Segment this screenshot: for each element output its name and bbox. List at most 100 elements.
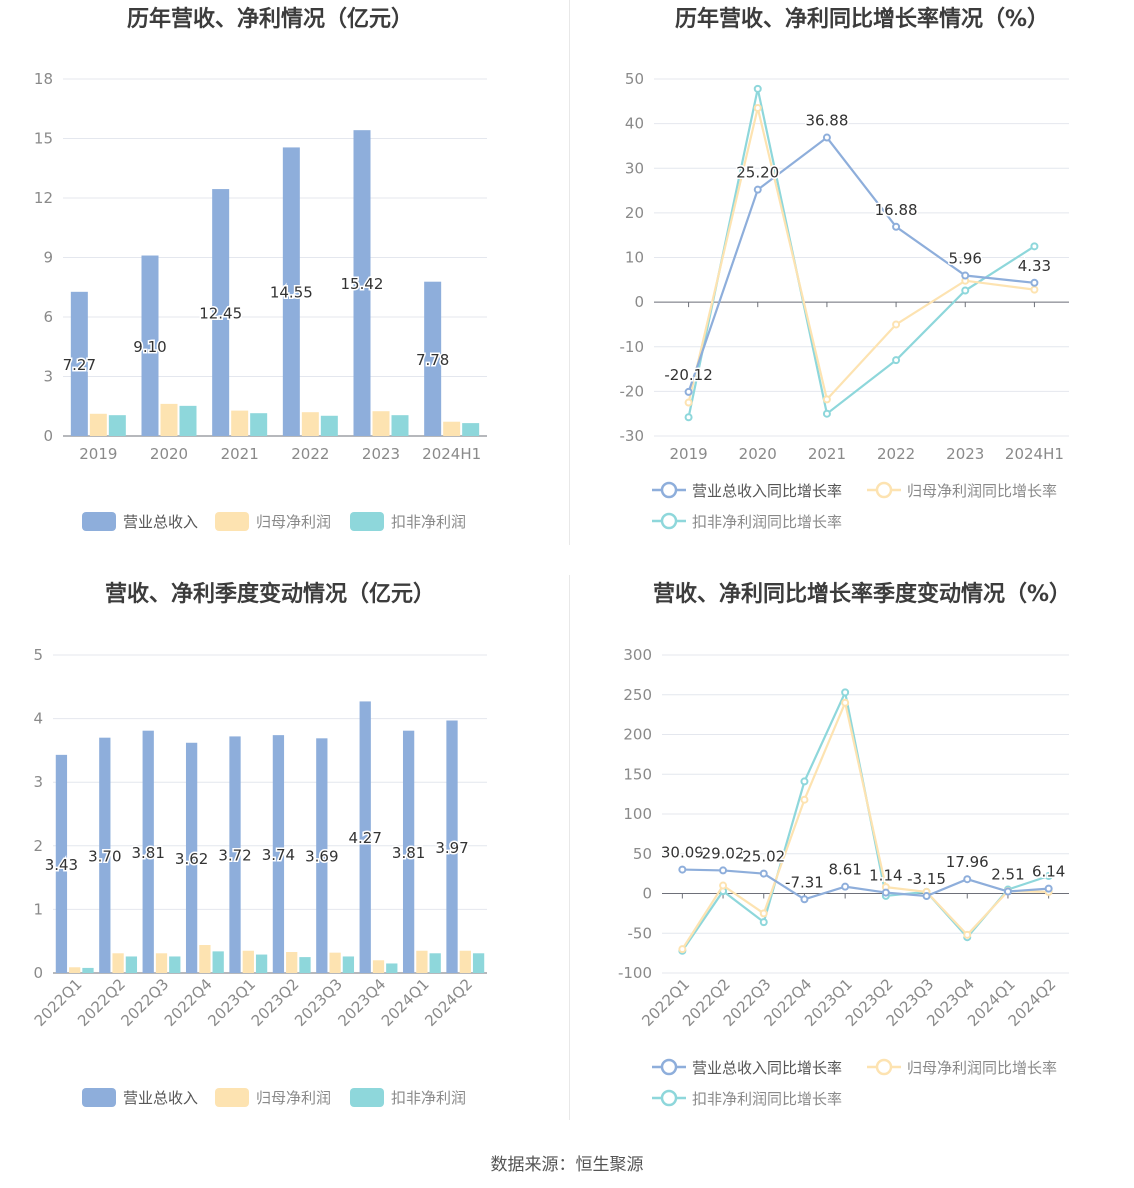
bar-net-profit (89, 413, 107, 436)
bar-deducted-profit (179, 405, 197, 436)
legend-label: 扣非净利润同比增长率 (692, 513, 842, 531)
bar-deducted-profit (250, 413, 268, 436)
bar-deducted-profit (255, 954, 268, 973)
y-tick-label: 50 (625, 70, 644, 88)
legend-marker (660, 1058, 678, 1076)
y-tick-label: 18 (34, 70, 53, 88)
series-point (1044, 884, 1053, 893)
y-tick-label: 30 (625, 159, 644, 177)
series-point (684, 398, 693, 407)
bar-net-profit (199, 945, 211, 973)
chart-title: 历年营收、净利情况（亿元） (127, 6, 413, 32)
series-point (892, 222, 901, 231)
legend-swatch (82, 512, 116, 531)
series-point (841, 688, 850, 697)
series-point (1030, 278, 1039, 287)
legend-label: 营业总收入同比增长率 (692, 1059, 842, 1077)
bar-net-profit (301, 412, 319, 436)
y-tick-label: 10 (625, 249, 644, 267)
y-tick-label: 0 (634, 293, 644, 311)
legend-label: 扣非净利润 (391, 1089, 466, 1107)
series-point (822, 133, 831, 142)
bar-deducted-profit (169, 956, 181, 973)
series-line-net-profit-growth (681, 699, 1049, 950)
y-tick-label: 9 (43, 249, 53, 267)
line-value-label: -3.15 (907, 870, 946, 888)
series-point (841, 882, 850, 891)
y-tick-label: 3 (43, 368, 53, 386)
bar-value-label: 14.55 (270, 284, 313, 302)
y-tick-label: -10 (620, 338, 645, 356)
bar-revenue (55, 754, 68, 973)
bar-value-label: 12.45 (199, 305, 242, 323)
bar-net-profit (443, 421, 461, 436)
bar-value-label: 4.27 (349, 829, 382, 847)
legend-swatch (215, 1088, 249, 1107)
line-value-label: 4.33 (1018, 257, 1051, 275)
bar-net-profit (372, 960, 385, 973)
chart-quarterly-growth-rate: 营收、净利同比增长率季度变动情况（%） -100 -50 0 50 100 150 200 25… (618, 581, 1071, 1108)
series-point (963, 875, 972, 884)
line-value-label: 16.88 (875, 201, 918, 219)
y-tick-label: 150 (623, 765, 652, 783)
series-point (719, 881, 728, 890)
x-tick-label: 2019 (669, 445, 707, 463)
series-point (1003, 887, 1012, 896)
line-value-label: 36.88 (805, 112, 848, 130)
y-tick-label: -30 (620, 427, 645, 445)
series-point (759, 918, 768, 927)
y-tick-label: -100 (618, 964, 652, 982)
y-tick-label: 250 (623, 686, 652, 704)
bar-deducted-profit (429, 953, 441, 973)
vertical-divider-bottom (569, 575, 570, 1120)
series-point (753, 84, 762, 93)
series-point (822, 409, 831, 418)
bar-revenue (142, 730, 154, 973)
x-tick-label: 2024H1 (1005, 445, 1064, 463)
y-tick-label: 300 (623, 646, 652, 664)
legend-label: 扣非净利润同比增长率 (692, 1090, 842, 1108)
legend-label: 归母净利润同比增长率 (907, 1059, 1057, 1077)
bar-value-label: 7.27 (63, 356, 96, 374)
series-point (753, 104, 762, 113)
line-value-label: 8.61 (828, 861, 861, 879)
bar-value-label: 7.78 (416, 351, 449, 369)
bar-deducted-profit (386, 963, 398, 973)
bar-deducted-profit (212, 951, 224, 973)
series-point (684, 413, 693, 422)
bar-value-label: 3.72 (218, 847, 251, 865)
series-point (800, 795, 809, 804)
line-value-label: 29.02 (702, 844, 745, 862)
x-tick-label: 2022 (291, 445, 329, 463)
y-tick-label: 50 (633, 845, 652, 863)
bar-deducted-profit (472, 953, 485, 973)
y-tick-label: 0 (33, 964, 43, 982)
bar-value-label: 3.69 (305, 848, 338, 866)
line-value-label: -7.31 (785, 873, 824, 891)
series-line-revenue-growth (687, 136, 1035, 393)
bar-value-label: 3.74 (262, 846, 295, 864)
bar-deducted-profit (342, 956, 355, 973)
bar-revenue (359, 701, 371, 973)
bar-net-profit (372, 411, 390, 436)
series-point (892, 320, 901, 329)
bar-revenue (353, 130, 371, 437)
bar-value-label: 3.43 (45, 856, 78, 874)
bar-value-label: 3.97 (435, 839, 468, 857)
y-tick-label: 5 (33, 646, 43, 664)
series-point (881, 888, 890, 897)
series-point (1030, 285, 1039, 294)
y-tick-label: 3 (33, 773, 43, 791)
bar-revenue (185, 742, 198, 973)
bar-revenue (212, 189, 230, 436)
legend-marker (660, 512, 678, 530)
bar-revenue (99, 737, 111, 973)
legend-label: 归母净利润同比增长率 (907, 482, 1057, 500)
bar-revenue (70, 291, 88, 436)
bar-revenue (282, 147, 300, 437)
y-tick-label: 200 (623, 726, 652, 744)
chart-annual-growth-rate: 历年营收、净利同比增长率情况（%） -30 -20 -10 0 10 20 30 40 50 201… (620, 6, 1069, 531)
bar-deducted-profit (391, 415, 409, 436)
bar-net-profit (69, 967, 81, 973)
series-point (892, 356, 901, 365)
